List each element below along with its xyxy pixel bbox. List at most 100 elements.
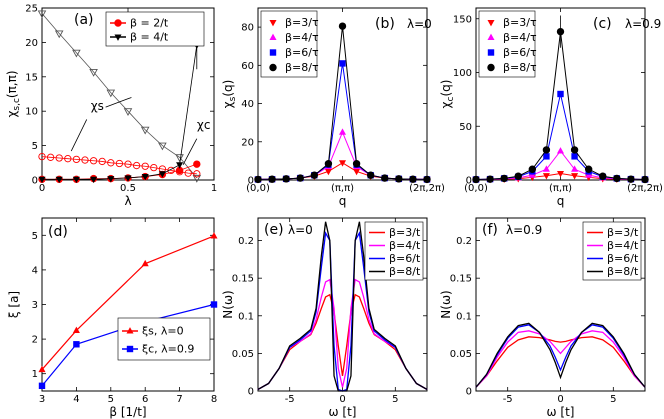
- data-point: [353, 168, 361, 176]
- panel-subtitle: λ=0.9: [625, 17, 661, 31]
- legend-label: β=8/τ: [503, 61, 537, 74]
- series-line-3: [257, 221, 428, 392]
- annotation-chi-c: χc: [197, 118, 211, 132]
- data-point: [46, 153, 55, 161]
- data-point: [115, 159, 124, 168]
- data-point: [627, 175, 635, 183]
- panel-subtitle: λ=0: [288, 223, 313, 237]
- legend-marker: [487, 19, 495, 27]
- series-line-1: [257, 278, 428, 391]
- panel-label: (a): [74, 12, 94, 28]
- x-tick-label: 0: [557, 394, 563, 405]
- legend-marker: [114, 34, 122, 41]
- legend-box: [117, 317, 211, 361]
- data-point: [38, 176, 46, 184]
- y-axis-label-main: χ: [439, 101, 453, 108]
- data-point: [542, 146, 551, 154]
- annotation-arrow: [105, 97, 132, 108]
- panel-label: (e): [264, 222, 284, 238]
- y-tick-label: 0: [32, 176, 38, 187]
- x-tick-label: -5: [285, 394, 295, 405]
- data-point: [570, 146, 579, 154]
- legend-label: β=3/τ: [503, 16, 537, 29]
- data-point: [55, 154, 63, 162]
- data-point: [64, 155, 72, 163]
- data-point: [72, 326, 80, 334]
- legend-label: β=3/t: [607, 226, 639, 239]
- series-line-2: [475, 93, 646, 180]
- data-point: [557, 90, 564, 98]
- data-point: [352, 160, 361, 168]
- x-tick-label: 0: [39, 183, 45, 194]
- x-tick-label: (2π,2π): [627, 183, 663, 194]
- x-tick-label: 5: [392, 394, 398, 405]
- x-tick-label: 4: [73, 394, 79, 405]
- x-tick-label: (0,0): [464, 183, 488, 194]
- x-tick-label: 7: [176, 394, 182, 405]
- data-point: [124, 175, 132, 182]
- data-point: [556, 147, 565, 154]
- y-axis-label-main: N(ω): [439, 290, 453, 318]
- data-point: [599, 172, 607, 180]
- y-tick-label: 60: [241, 61, 254, 72]
- x-axis-label: q: [339, 194, 347, 208]
- data-point: [90, 176, 98, 184]
- data-point: [176, 162, 184, 169]
- data-point: [395, 175, 403, 183]
- legend-label: β=3/τ: [285, 16, 319, 29]
- y-tick-label: 4: [32, 265, 38, 276]
- series-line-0: [41, 235, 215, 370]
- data-point: [73, 341, 80, 348]
- data-point: [571, 165, 579, 172]
- data-point: [184, 169, 192, 177]
- y-tick-label: 80: [241, 23, 254, 34]
- legend-label: β=4/t: [607, 239, 639, 252]
- y-axis-label-main: χ: [221, 101, 235, 108]
- legend-marker: [269, 63, 277, 72]
- y-tick-label: 2: [32, 335, 38, 346]
- x-tick-label: -5: [503, 394, 513, 405]
- x-axis-label: λ: [124, 194, 131, 208]
- y-tick-label: 100: [453, 68, 472, 79]
- data-point: [500, 174, 508, 183]
- annotation-arrow: [70, 119, 88, 152]
- x-axis-label: ω [t]: [329, 405, 357, 419]
- y-axis-label: χs(q): [221, 80, 238, 109]
- y-tick-label: 25: [25, 4, 38, 15]
- legend-marker: [269, 49, 277, 56]
- legend-marker: [114, 19, 122, 27]
- legend-label: β=8/t: [607, 265, 639, 278]
- legend-label: β=6/t: [607, 252, 639, 265]
- legend-marker: [269, 19, 277, 27]
- x-tick-label: 1: [211, 183, 217, 194]
- legend-label: ξc, λ=0.9: [142, 343, 194, 356]
- data-point: [38, 382, 46, 390]
- panel-subtitle: λ=0: [407, 17, 432, 31]
- data-point: [486, 175, 494, 183]
- data-point: [543, 153, 550, 160]
- x-tick-label: 5: [108, 394, 114, 405]
- data-point: [338, 22, 347, 30]
- y-tick-label: 0: [248, 176, 254, 187]
- data-point: [282, 175, 290, 183]
- data-point: [158, 171, 166, 178]
- data-point: [55, 176, 63, 184]
- y-axis-label-sub: c: [446, 97, 456, 102]
- data-point: [192, 174, 202, 183]
- data-point: [141, 174, 149, 181]
- legend-marker: [487, 49, 495, 56]
- data-point: [107, 159, 115, 167]
- y-tick-label: 0.05: [450, 349, 472, 360]
- y-tick-label: 10: [25, 107, 38, 118]
- x-tick-label: 3: [39, 394, 45, 405]
- data-point: [423, 175, 431, 184]
- data-point: [141, 259, 149, 267]
- data-point: [106, 89, 116, 98]
- data-point: [72, 49, 81, 58]
- data-point: [158, 142, 167, 151]
- panel-label: (f): [482, 222, 498, 238]
- x-tick-label: (π,π): [331, 183, 354, 194]
- series-line-1: [41, 303, 215, 387]
